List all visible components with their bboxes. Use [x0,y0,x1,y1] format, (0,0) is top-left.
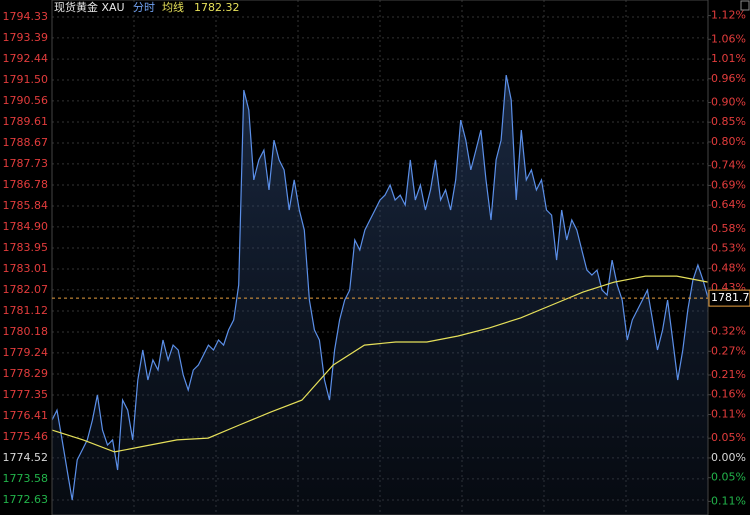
y2-tick-label: 1.12% [711,9,746,22]
y-tick-label: 1793.39 [3,31,49,44]
y-tick-label: 1772.63 [3,493,49,506]
y2-tick-label: 0.05% [711,471,746,484]
y-tick-label: 1775.46 [3,430,49,443]
y-tick-label: 1773.58 [3,472,49,485]
y-tick-label: 1776.41 [3,409,49,422]
y-tick-label: 1778.29 [3,367,49,380]
y2-tick-label: 0.90% [711,95,746,108]
y-tick-label: 1783.01 [3,262,49,275]
y-tick-label: 1779.24 [3,346,49,359]
last-price-label: 1781.7 [711,291,750,304]
y2-tick-label: 0.64% [711,198,746,211]
marks [51,74,709,515]
y2-tick-label: 1.01% [711,52,746,65]
y2-tick-label: 0.80% [711,135,746,148]
y-tick-label: 1791.50 [3,73,49,86]
last-price-box [708,289,750,307]
avg-line [51,275,709,453]
y2-tick-label: 0.74% [711,159,746,172]
corner-icon[interactable] [740,0,750,11]
y-tick-label: 1782.07 [3,283,49,296]
y-tick-label: 1777.35 [3,388,49,401]
avg-label: 均线 [162,0,184,14]
y2-tick-label: 0.58% [711,222,746,235]
y-tick-label: 1787.73 [3,157,49,170]
y2-tick-label: 1.06% [711,32,746,45]
y-tick-label: 1792.44 [3,52,49,65]
y2-tick-label: 0.00% [711,451,746,464]
price-line [51,74,709,501]
y2-tick-label: 0.11% [711,407,746,420]
y2-tick-label: 0.85% [711,115,746,128]
y2-tick-label: 0.96% [711,72,746,85]
y2-tick-label: 0.53% [711,242,746,255]
y2-tick-label: 0.69% [711,178,746,191]
y2-tick-label: 0.11% [711,494,746,507]
price-area [52,75,708,515]
y2-tick-label: 0.16% [711,388,746,401]
y-tick-label: 1789.61 [3,115,49,128]
y-tick-label: 1794.33 [3,10,49,23]
y-tick-label: 1788.67 [3,136,49,149]
y-tick-label: 1790.56 [3,94,49,107]
plot-frame [51,0,709,515]
y2-tick-label: 0.21% [711,368,746,381]
avg-value: 1782.32 [194,1,240,14]
y2-tick-label: 0.27% [711,344,746,357]
y-tick-label: 1774.52 [3,451,49,464]
chart-title: 现货黄金 XAU [54,0,125,14]
y-tick-label: 1780.18 [3,325,49,338]
mode-label: 分时 [133,1,155,14]
y2-tick-label: 0.05% [711,431,746,444]
y2-tick-label: 0.32% [711,325,746,338]
y-tick-label: 1783.95 [3,241,49,254]
y-tick-label: 1786.78 [3,178,49,191]
y-tick-label: 1784.90 [3,220,49,233]
y2-tick-label: 0.48% [711,261,746,274]
y-tick-label: 1781.12 [3,304,49,317]
y-tick-label: 1785.84 [3,199,49,212]
